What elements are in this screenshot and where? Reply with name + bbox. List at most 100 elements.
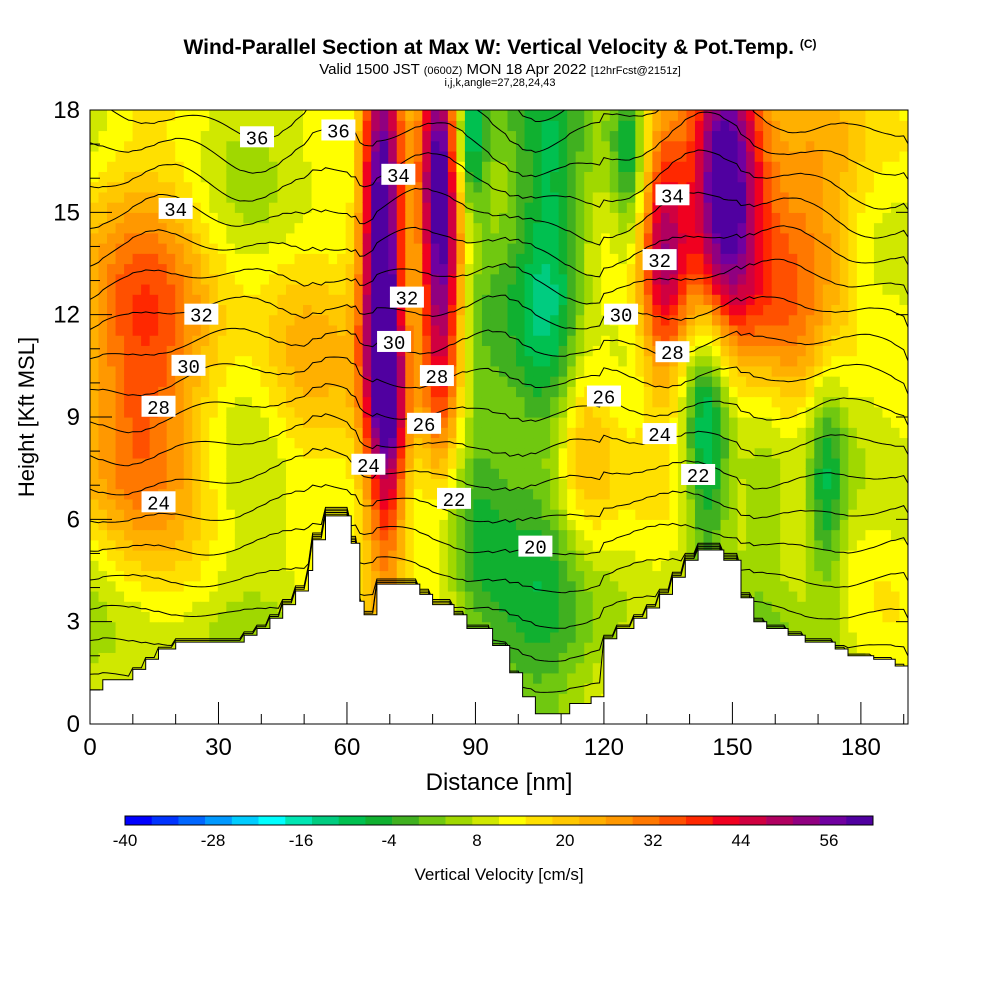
velocity-cell <box>490 550 500 561</box>
velocity-cell <box>473 539 483 551</box>
velocity-cell <box>780 355 790 367</box>
velocity-cell <box>507 580 517 592</box>
velocity-cell <box>303 212 313 224</box>
velocity-cell <box>209 529 219 541</box>
velocity-cell <box>541 263 551 275</box>
velocity-cell <box>285 365 296 377</box>
velocity-cell <box>499 202 509 213</box>
velocity-cell <box>686 222 696 234</box>
velocity-cell <box>251 283 262 295</box>
velocity-cell <box>737 120 747 132</box>
velocity-cell <box>413 570 423 582</box>
velocity-cell <box>788 427 798 439</box>
velocity-cell <box>618 243 628 254</box>
velocity-cell <box>533 212 543 224</box>
velocity-cell <box>575 150 585 162</box>
velocity-cell <box>251 488 262 500</box>
velocity-cell <box>754 120 764 132</box>
velocity-cell <box>652 447 662 459</box>
velocity-cell <box>311 181 321 193</box>
velocity-cell <box>243 110 253 121</box>
velocity-cell <box>686 498 696 510</box>
velocity-cell <box>643 222 653 234</box>
velocity-cell <box>294 478 304 490</box>
velocity-cell <box>729 478 739 490</box>
velocity-cell <box>379 181 389 193</box>
velocity-cell <box>473 253 483 265</box>
velocity-cell <box>98 611 108 623</box>
velocity-cell <box>720 283 730 295</box>
velocity-cell <box>490 314 500 326</box>
velocity-cell <box>337 417 347 428</box>
velocity-cell <box>251 580 262 592</box>
velocity-cell <box>226 130 236 142</box>
velocity-cell <box>686 161 696 172</box>
velocity-cell <box>771 478 781 490</box>
velocity-cell <box>584 365 594 377</box>
velocity-cell <box>567 427 577 439</box>
velocity-cell <box>720 457 730 469</box>
velocity-cell <box>686 335 696 346</box>
velocity-cell <box>788 539 798 551</box>
velocity-cell <box>277 324 287 336</box>
velocity-cell <box>763 365 773 377</box>
velocity-cell <box>98 631 108 643</box>
velocity-cell <box>149 314 159 326</box>
velocity-cell <box>345 417 355 428</box>
velocity-cell <box>473 243 483 254</box>
velocity-cell <box>124 447 134 459</box>
velocity-cell <box>405 457 415 469</box>
velocity-cell <box>746 396 756 408</box>
velocity-cell <box>209 488 219 500</box>
velocity-cell <box>337 365 347 377</box>
velocity-cell <box>192 283 202 295</box>
velocity-cell <box>601 478 611 490</box>
velocity-cell <box>575 376 585 387</box>
velocity-cell <box>303 396 313 408</box>
velocity-cell <box>464 529 475 541</box>
velocity-cell <box>115 590 125 602</box>
velocity-cell <box>754 253 764 265</box>
velocity-cell <box>643 519 653 531</box>
velocity-cell <box>499 161 509 172</box>
velocity-cell <box>677 161 688 172</box>
velocity-cell <box>396 253 406 265</box>
velocity-cell <box>541 202 551 213</box>
velocity-cell <box>720 478 730 490</box>
velocity-cell <box>609 365 619 377</box>
velocity-cell <box>243 509 253 520</box>
velocity-cell <box>124 294 134 306</box>
velocity-cell <box>780 283 790 295</box>
velocity-cell <box>746 171 756 183</box>
velocity-cell <box>132 294 142 306</box>
velocity-cell <box>175 171 185 183</box>
velocity-cell <box>268 232 279 244</box>
velocity-cell <box>345 396 355 408</box>
velocity-cell <box>124 437 134 449</box>
velocity-cell <box>405 232 415 244</box>
velocity-cell <box>234 611 244 623</box>
velocity-cell <box>703 283 713 295</box>
velocity-cell <box>567 324 577 336</box>
velocity-cell <box>788 110 798 121</box>
velocity-cell <box>541 140 551 152</box>
velocity-cell <box>166 437 176 449</box>
velocity-cell <box>550 345 560 357</box>
velocity-cell <box>737 365 747 377</box>
velocity-cell <box>115 396 125 408</box>
velocity-cell <box>729 406 739 418</box>
velocity-cell <box>618 478 628 490</box>
velocity-cell <box>354 243 364 254</box>
velocity-cell <box>592 304 602 316</box>
velocity-cell <box>439 253 449 265</box>
velocity-cell <box>635 202 645 213</box>
velocity-cell <box>601 468 611 479</box>
velocity-cell <box>396 468 406 479</box>
velocity-cell <box>90 273 100 285</box>
velocity-cell <box>379 447 389 459</box>
velocity-cell <box>217 222 227 234</box>
velocity-cell <box>90 529 100 541</box>
velocity-cell <box>158 191 168 203</box>
velocity-cell <box>175 488 185 500</box>
velocity-cell <box>209 202 219 213</box>
